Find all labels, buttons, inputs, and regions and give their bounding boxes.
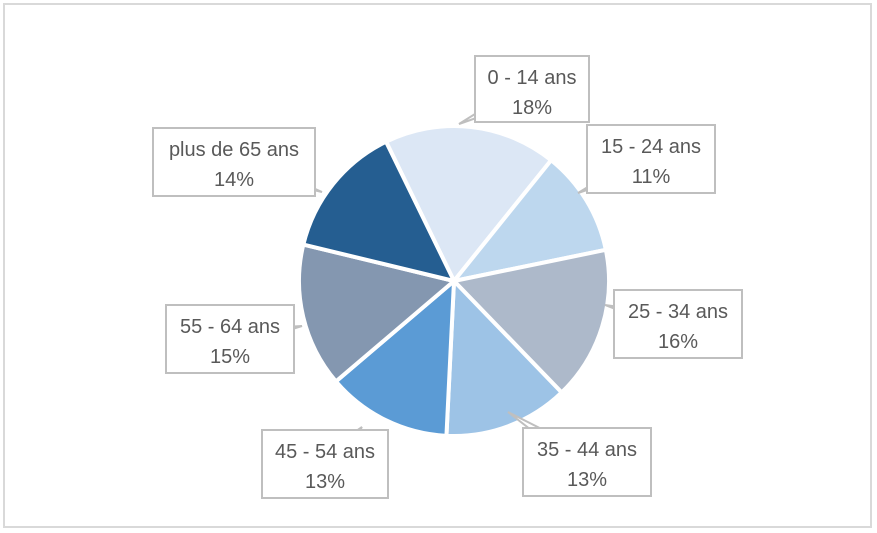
callout-box: [586, 124, 716, 194]
slice-label: 25 - 34 ans: [628, 301, 728, 323]
slice-callout: 25 - 34 ans 16%: [604, 289, 743, 359]
callout-box: [152, 127, 316, 197]
slice-value-label: 11%: [632, 166, 671, 188]
slice-callout: plus de 65 ans 14%: [152, 127, 323, 197]
slice-value-label: 16%: [658, 331, 698, 353]
slice-label: 0 - 14 ans: [488, 67, 577, 89]
callout-box: [613, 289, 743, 359]
pie-slice: [452, 158, 608, 283]
slice-value-label: 15%: [210, 346, 250, 368]
slice-callout: 15 - 24 ans 11%: [577, 124, 716, 194]
slice-callout: 45 - 54 ans 13%: [261, 426, 389, 499]
slice-label: plus de 65 ans: [169, 139, 299, 161]
callout-box: [165, 304, 295, 374]
slice-value-label: 13%: [567, 469, 607, 491]
slice-value-label: 18%: [512, 97, 552, 119]
pie-slice: [301, 139, 456, 283]
slice-label: 15 - 24 ans: [601, 136, 701, 158]
pie-slice: [333, 279, 456, 438]
slice-callout: 55 - 64 ans 15%: [165, 304, 303, 374]
slice-label: 45 - 54 ans: [275, 441, 375, 463]
pie-callouts: 0 - 14 ans 18% 15 - 24 ans 11% 25 - 34 ans 16…: [152, 55, 743, 499]
pie-slice: [297, 242, 456, 384]
pie-slice: [452, 247, 611, 395]
pie-slices: [297, 124, 611, 438]
callout-box: [474, 55, 590, 123]
slice-value-label: 13%: [305, 471, 345, 493]
slice-value-label: 14%: [214, 169, 254, 191]
slice-callout: 0 - 14 ans 18%: [458, 55, 590, 125]
slice-callout: 35 - 44 ans 13%: [507, 411, 652, 497]
callout-box: [261, 429, 389, 499]
pie-slice: [384, 124, 554, 283]
slice-label: 35 - 44 ans: [537, 439, 637, 461]
callout-box: [522, 427, 652, 497]
slice-label: 55 - 64 ans: [180, 316, 280, 338]
pie-slice: [444, 279, 564, 438]
